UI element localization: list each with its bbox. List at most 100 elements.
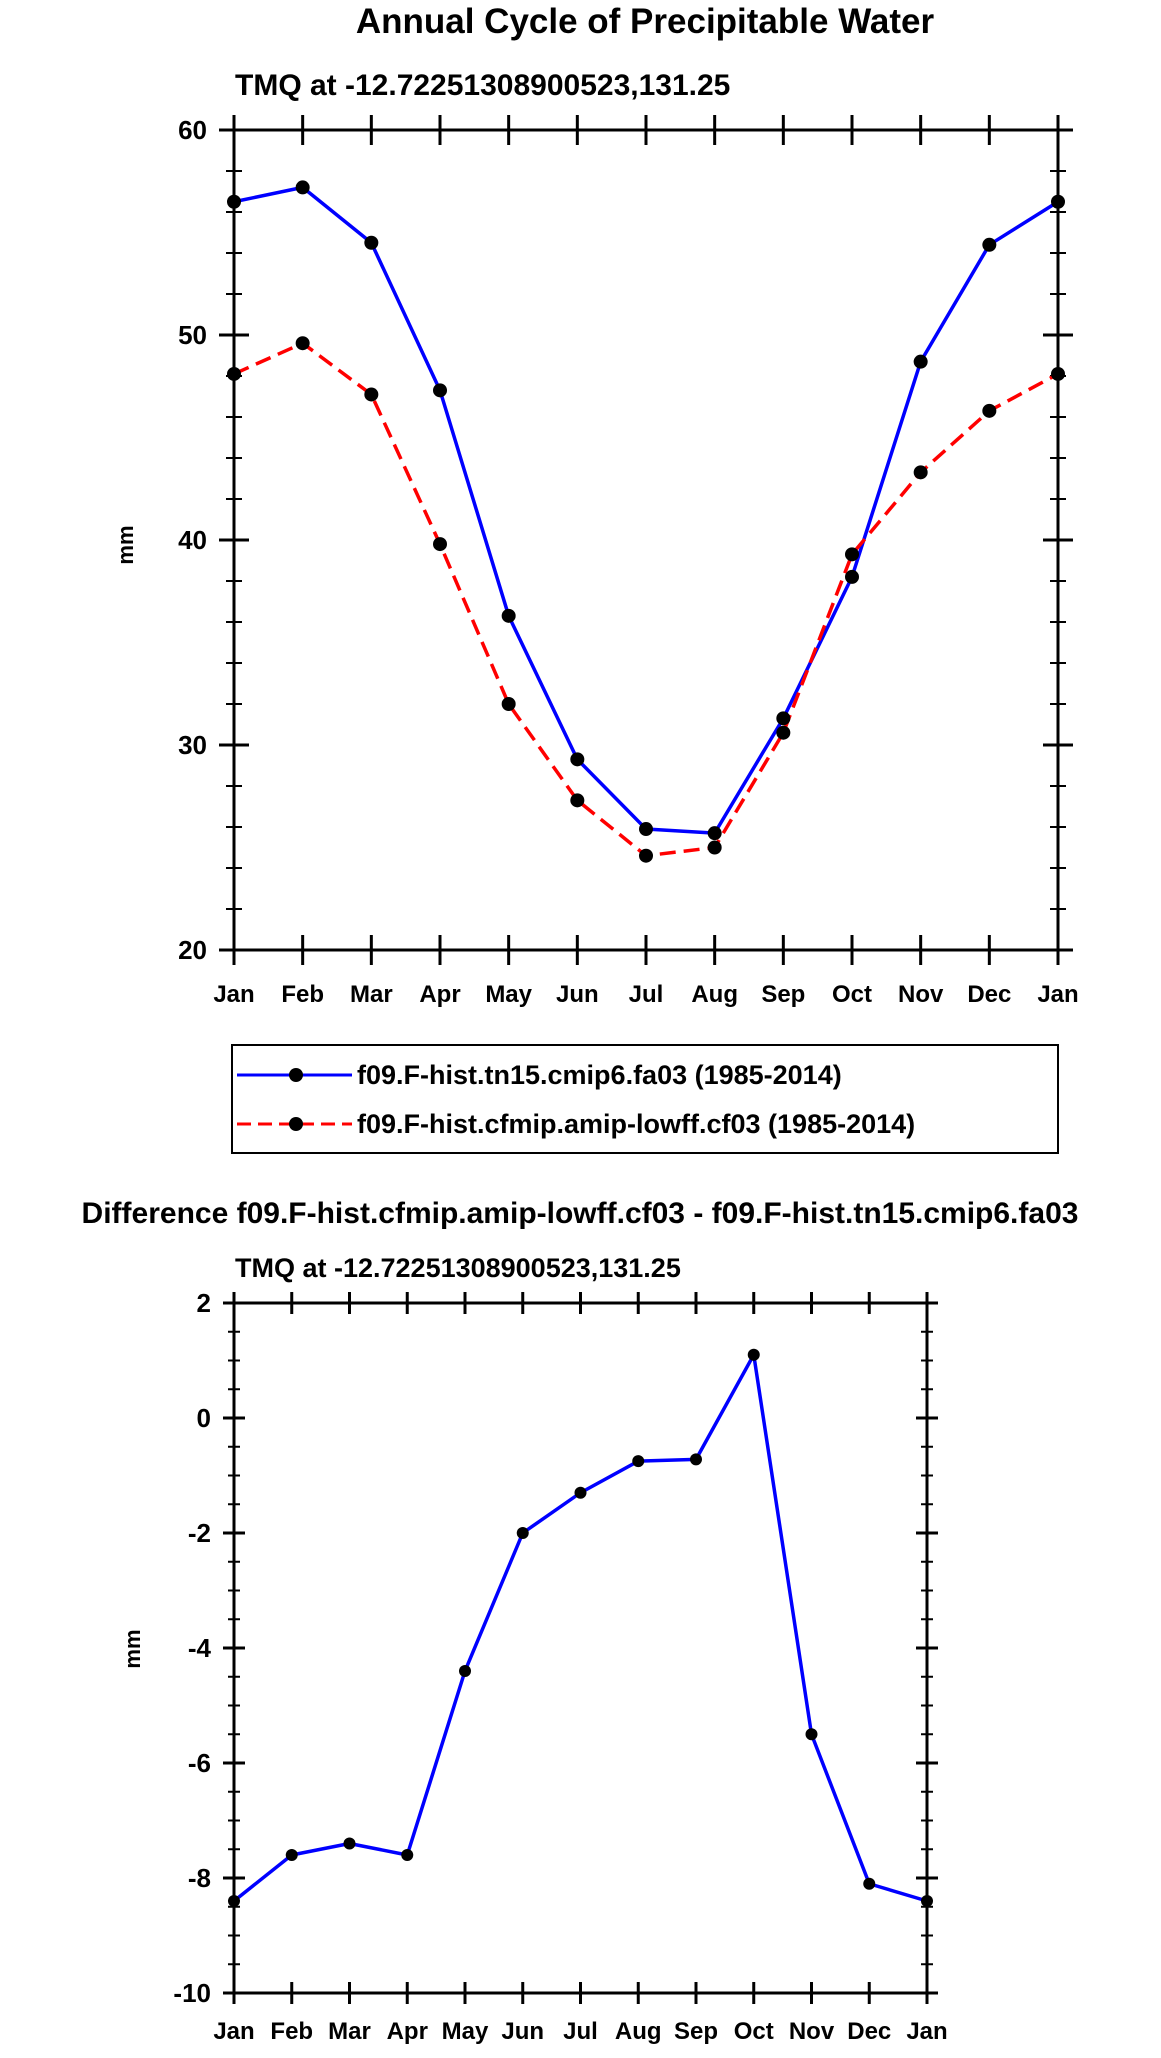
data-point [227, 194, 241, 209]
data-point [913, 354, 928, 369]
data-point [845, 569, 859, 584]
data-point [776, 711, 791, 726]
x-tick-label: Nov [789, 2018, 835, 2045]
y-tick-label: 2 [197, 1288, 211, 1318]
x-tick-label: Aug [691, 981, 738, 1008]
data-point [690, 1453, 702, 1466]
series-line-1 [233, 341, 1059, 858]
data-point [343, 1837, 356, 1850]
data-point [570, 752, 585, 767]
x-tick-label: Aug [615, 2018, 662, 2045]
data-point [570, 793, 585, 808]
data-point [433, 383, 447, 398]
y-tick-label: -4 [188, 1633, 212, 1663]
plot-series [227, 180, 1065, 863]
y-tick-label: 50 [178, 320, 207, 350]
x-tick-label: Oct [832, 981, 872, 1008]
data-point [845, 547, 859, 562]
x-tick-label: May [485, 981, 532, 1008]
x-tick-label: Apr [387, 2018, 428, 2045]
legend-label-blue: f09.F-hist.tn15.cmip6.fa03 (1985-2014) [357, 1060, 842, 1090]
data-point [639, 822, 653, 837]
data-point [805, 1728, 818, 1741]
x-tick-label: Dec [967, 981, 1011, 1008]
x-tick-label: Sep [761, 981, 805, 1008]
data-point [982, 403, 997, 418]
x-tick-label: Sep [674, 2018, 718, 2045]
x-tick-label: Nov [898, 981, 944, 1008]
chart-title: Difference f09.F-hist.cfmip.amip-lowff.c… [82, 1197, 1079, 1230]
x-tick-label: Jul [563, 2018, 598, 2045]
data-point [921, 1895, 933, 1907]
data-point [863, 1877, 876, 1890]
legend-box [231, 1044, 1059, 1154]
legend: f09.F-hist.tn15.cmip6.fa03 (1985-2014) f… [231, 1044, 1059, 1154]
x-tick-label: Feb [281, 981, 324, 1008]
y-tick-label: 40 [178, 525, 207, 555]
y-tick-label: -2 [188, 1518, 211, 1548]
data-point [1051, 194, 1065, 209]
legend-marker-red [289, 1117, 303, 1131]
chart-title: Annual Cycle of Precipitable Water [356, 2, 935, 41]
data-point [982, 237, 997, 252]
data-point [707, 840, 722, 855]
plot-frame: -10 -8 -6 -4 -2 0 2 Jan Feb Mar Apr May Jun Jul Aug Sep… [173, 1288, 947, 2045]
x-tick-label: Jan [213, 2018, 254, 2045]
data-point [227, 366, 241, 381]
data-point [459, 1665, 471, 1677]
data-point [501, 697, 516, 711]
x-tick-label: Apr [419, 981, 460, 1008]
plot-series [228, 1348, 933, 1907]
data-point [574, 1486, 587, 1499]
x-tick-label: Mar [350, 981, 393, 1008]
chart-subtitle: TMQ at -12.72251308900523,131.25 [235, 1253, 681, 1283]
series-line-0 [233, 185, 1059, 835]
data-point [639, 848, 653, 863]
data-point [501, 608, 516, 623]
y-tick-label: -8 [188, 1863, 211, 1893]
annual-cycle-chart: Annual Cycle of Precipitable Water TMQ a… [113, 2, 1079, 1154]
y-axis-label: mm [113, 525, 138, 564]
y-tick-label: 0 [197, 1403, 211, 1433]
x-tick-label: Jun [501, 2018, 544, 2045]
plot-border [232, 1301, 929, 1995]
legend-marker-blue [289, 1068, 303, 1082]
data-point [747, 1348, 760, 1361]
x-tick-label: Jan [213, 981, 254, 1008]
difference-chart: Difference f09.F-hist.cfmip.amip-lowff.c… [82, 1197, 1079, 2045]
data-point [295, 336, 310, 351]
data-point [913, 465, 928, 480]
x-tick-label: Jun [556, 981, 599, 1008]
y-tick-label: 60 [178, 115, 207, 145]
x-tick-label: Oct [734, 2018, 774, 2045]
x-tick-label: Mar [328, 2018, 371, 2045]
series-line-0 [232, 1353, 928, 1903]
y-tick-label: 30 [178, 730, 207, 760]
x-tick-label: Jan [1037, 981, 1078, 1008]
data-point [632, 1455, 645, 1468]
data-point [1051, 366, 1065, 381]
x-tick-label: Feb [270, 2018, 313, 2045]
x-tick-label: Dec [847, 2018, 891, 2045]
y-tick-label: -6 [188, 1748, 211, 1778]
data-point [228, 1895, 240, 1907]
plot-frame: 20 30 40 50 60 Jan Feb Mar Apr May Jun Jul Aug Sep Oct… [178, 115, 1079, 1008]
data-point [295, 180, 310, 195]
x-tick-label: Jan [906, 2018, 947, 2045]
x-tick-label: Jul [629, 981, 664, 1008]
data-point [401, 1849, 414, 1861]
data-point [433, 537, 447, 552]
x-tick-label: May [442, 2018, 489, 2045]
data-point [285, 1849, 298, 1861]
data-point [516, 1527, 529, 1539]
data-point [707, 826, 722, 841]
data-point [776, 725, 791, 740]
legend-label-red: f09.F-hist.cfmip.amip-lowff.cf03 (1985-2… [357, 1109, 915, 1139]
data-point [364, 387, 379, 402]
y-tick-label: 20 [178, 935, 207, 965]
data-point [364, 235, 379, 250]
chart-subtitle: TMQ at -12.72251308900523,131.25 [235, 69, 730, 102]
y-axis-label: mm [120, 1629, 145, 1668]
y-tick-label: -10 [173, 1978, 211, 2008]
